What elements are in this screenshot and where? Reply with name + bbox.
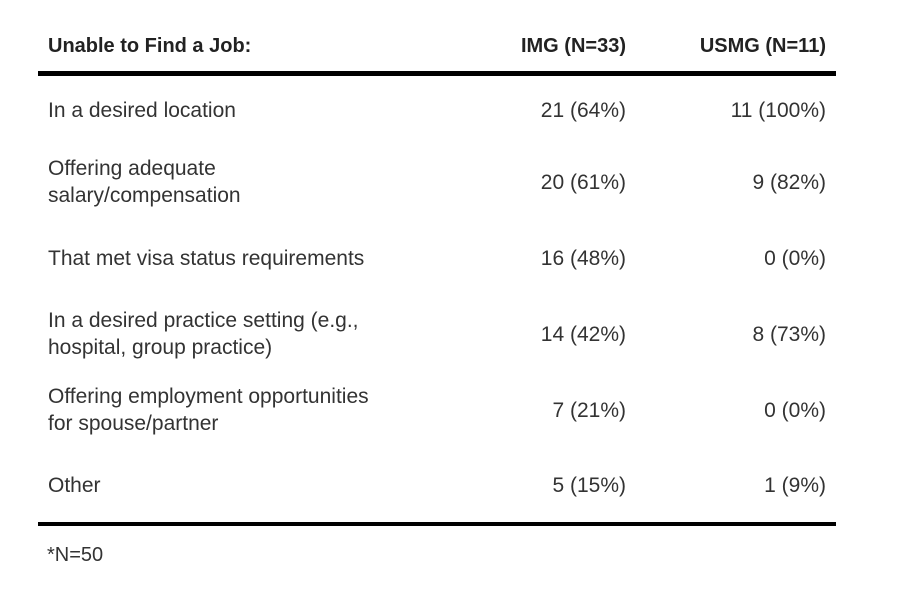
row-usmg-value: 0 (0%)	[764, 246, 826, 270]
header-category: Unable to Find a Job:	[38, 22, 476, 76]
table-row: Offering employment opportunities for sp…	[38, 372, 836, 448]
row-img-value: 16 (48%)	[540, 246, 626, 270]
row-usmg-value: 9 (82%)	[752, 170, 826, 194]
row-img-value: 14 (42%)	[540, 322, 626, 346]
table-header-row: Unable to Find a Job: IMG (N=33) USMG (N…	[38, 22, 836, 76]
table-row: Other 5 (15%) 1 (9%)	[38, 448, 836, 526]
row-img-value: 21 (64%)	[540, 98, 626, 122]
row-category: In a desired practice setting (e.g., hos…	[38, 296, 476, 372]
row-usmg-value: 1 (9%)	[636, 448, 836, 526]
row-category-line1: In a desired practice setting (e.g.,	[48, 309, 359, 332]
header-usmg: USMG (N=11)	[636, 22, 836, 76]
row-category-line2: salary/compensation	[48, 184, 241, 207]
row-category-line2: hospital, group practice)	[48, 336, 273, 359]
row-usmg-value: 8 (73%)	[752, 322, 826, 346]
row-category-line2: for spouse/partner	[48, 412, 219, 435]
row-category: Other	[38, 448, 476, 526]
row-category: Offering adequate salary/compensation	[38, 144, 476, 220]
row-usmg-value: 11 (100%)	[730, 98, 826, 122]
row-category: In a desired location	[48, 98, 236, 122]
row-usmg-value: 0 (0%)	[764, 398, 826, 422]
row-category-line1: Offering adequate	[48, 157, 216, 180]
row-img-value: 20 (61%)	[540, 170, 626, 194]
table-row: That met visa status requirements 16 (48…	[38, 220, 836, 296]
row-category: Offering employment opportunities for sp…	[38, 372, 476, 448]
table-row: Offering adequate salary/compensation 20…	[38, 144, 836, 220]
table-footnote: *N=50	[47, 544, 104, 566]
table-row: In a desired practice setting (e.g., hos…	[38, 296, 836, 372]
row-img-value: 7 (21%)	[552, 398, 626, 422]
row-img-value: 5 (15%)	[476, 448, 636, 526]
table-row: In a desired location 21 (64%) 11 (100%)	[38, 74, 836, 145]
survey-table-container: Unable to Find a Job: IMG (N=33) USMG (N…	[38, 22, 836, 526]
header-img: IMG (N=33)	[476, 22, 636, 76]
job-search-table: Unable to Find a Job: IMG (N=33) USMG (N…	[38, 22, 836, 526]
row-category-line1: Offering employment opportunities	[48, 385, 369, 408]
row-category: That met visa status requirements	[48, 246, 365, 270]
